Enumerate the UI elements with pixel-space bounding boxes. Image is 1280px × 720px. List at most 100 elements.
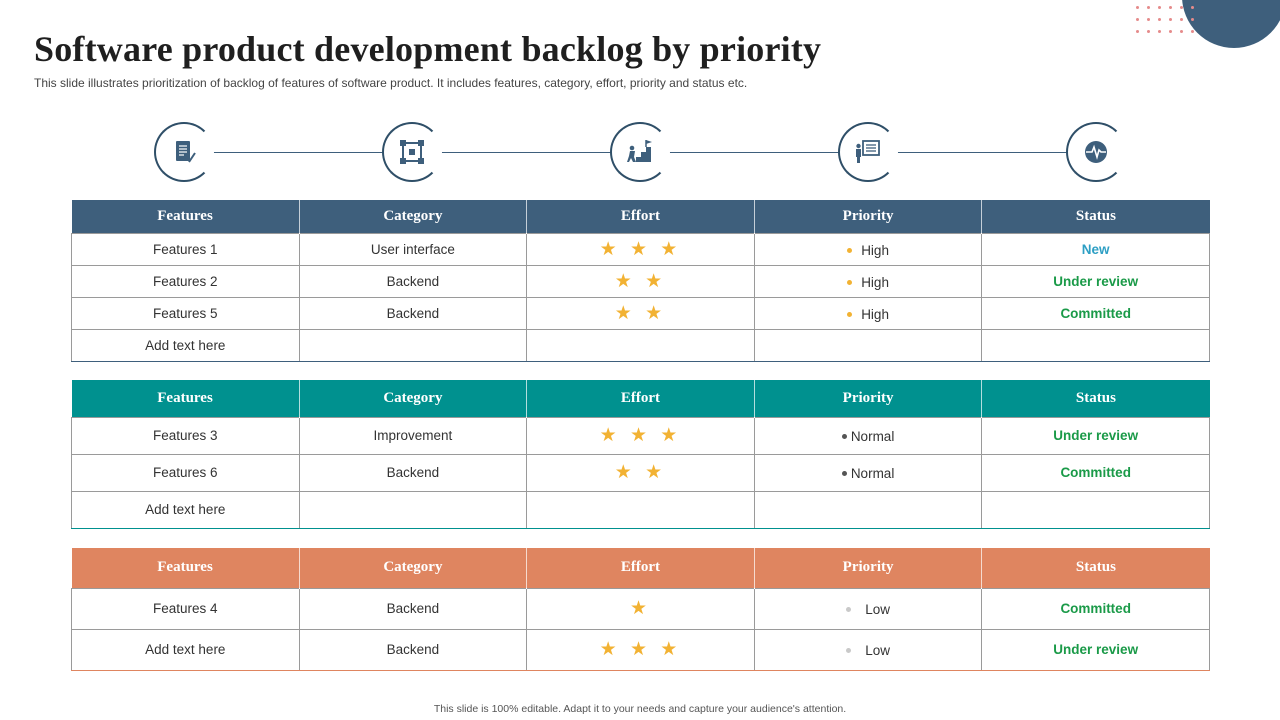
table-row: Features 6 Backend ★ ★ Normal Committed [71, 453, 1210, 492]
effort-cell: ★ ★ [526, 264, 755, 298]
status-badge: Under review [1053, 428, 1139, 443]
feature-cell: Features 6 [71, 453, 300, 492]
feature-cell: Features 2 [71, 264, 300, 298]
priority-cell: Low [753, 628, 983, 671]
slide-footer-note: This slide is 100% editable. Adapt it to… [433, 703, 847, 715]
effort-stars: ★ ★ [614, 270, 667, 292]
table-row: Features 4 Backend ★ Low Committed [71, 587, 1210, 630]
effort-cell: ★ ★ ★ [526, 628, 755, 671]
feature-cell: Features 3 [71, 416, 300, 455]
decorative-dot [1158, 18, 1161, 21]
backlog-table-low: Features Category Effort Priority Status… [71, 548, 1210, 671]
decorative-dot [1158, 30, 1161, 33]
status-cell: Under review [981, 416, 1210, 455]
status-badge: Committed [1060, 601, 1131, 616]
priority-label: High [861, 306, 889, 322]
header-status: Status [981, 200, 1210, 233]
table-header-row: Features Category Effort Priority Status [71, 380, 1210, 417]
feature-cell[interactable]: Add text here [71, 628, 300, 671]
priority-cell: High [753, 296, 983, 330]
header-category: Category [299, 548, 528, 588]
table-row: Features 1 User interface ★ ★ ★ High New [71, 232, 1210, 266]
category-cell [298, 490, 528, 529]
priority-cell [753, 328, 983, 362]
category-cell: Backend [298, 628, 528, 671]
status-badge: Committed [1060, 465, 1131, 480]
status-badge: Committed [1060, 305, 1131, 321]
decorative-dot [1147, 6, 1150, 9]
document-icon [154, 122, 214, 182]
header-category: Category [299, 380, 528, 417]
table-header-row: Features Category Effort Priority Status [71, 200, 1210, 233]
table-row: Features 3 Improvement ★ ★ ★ Normal Unde… [71, 416, 1210, 455]
category-cell [298, 328, 528, 362]
priority-bullet [841, 471, 847, 476]
table-row: Features 5 Backend ★ ★ High Committed [71, 296, 1210, 330]
table-row: Add text here [71, 328, 1210, 362]
priority-bullet [847, 311, 853, 317]
status-cell: Committed [981, 296, 1210, 330]
effort-cell: ★ ★ ★ [526, 232, 755, 266]
header-features: Features [71, 200, 300, 233]
table-row: Add text here Backend ★ ★ ★ Low Under re… [71, 628, 1210, 671]
effort-stars: ★ ★ ★ [599, 425, 682, 446]
priority-label: High [861, 274, 889, 290]
priority-bullet [846, 648, 852, 653]
status-cell: Committed [981, 587, 1210, 630]
header-features: Features [71, 380, 300, 417]
header-priority: Priority [754, 200, 983, 233]
priority-cell: High [753, 232, 983, 266]
header-status: Status [981, 548, 1210, 588]
stairs-goal-icon [610, 122, 670, 182]
effort-cell [526, 328, 755, 362]
feature-cell: Features 5 [71, 296, 300, 330]
decorative-dot [1191, 18, 1194, 21]
effort-stars: ★ [629, 598, 651, 619]
priority-cell: Normal [753, 453, 983, 492]
priority-cell: High [753, 264, 983, 298]
decorative-dot [1158, 6, 1161, 9]
backlog-table-normal: Features Category Effort Priority Status… [71, 380, 1210, 529]
category-cell: User interface [298, 232, 528, 266]
priority-cell [753, 490, 983, 529]
status-cell: Committed [981, 453, 1210, 492]
effort-cell: ★ ★ ★ [526, 416, 755, 455]
header-effort: Effort [526, 548, 755, 588]
category-cell: Backend [298, 453, 528, 492]
status-cell [981, 328, 1210, 362]
status-cell: Under review [981, 628, 1210, 671]
category-cell: Backend [298, 264, 528, 298]
effort-cell: ★ [526, 587, 755, 630]
header-effort: Effort [526, 200, 755, 233]
category-cell: Backend [298, 296, 528, 330]
feature-cell[interactable]: Add text here [71, 490, 300, 529]
status-badge: Under review [1053, 642, 1139, 657]
decorative-dot [1191, 6, 1194, 9]
decorative-dot [1169, 18, 1172, 21]
table-row: Features 2 Backend ★ ★ High Under review [71, 264, 1210, 298]
status-badge: Under review [1053, 273, 1139, 289]
priority-label: Low [865, 602, 890, 617]
table-row: Add text here [71, 490, 1210, 529]
decorative-dot [1136, 6, 1139, 9]
presentation-board-icon [838, 122, 898, 182]
header-status: Status [981, 380, 1210, 417]
feature-cell[interactable]: Add text here [71, 328, 300, 362]
priority-bullet [847, 247, 853, 253]
status-badge: New [1081, 241, 1110, 257]
effort-cell: ★ ★ [526, 296, 755, 330]
header-category: Category [299, 200, 528, 233]
table-header-row: Features Category Effort Priority Status [71, 548, 1210, 588]
status-cell: Under review [981, 264, 1210, 298]
priority-label: Normal [850, 429, 895, 444]
category-cell: Improvement [298, 416, 528, 455]
decorative-dot [1180, 6, 1183, 9]
priority-cell: Low [753, 587, 983, 630]
decorative-dot [1191, 30, 1194, 33]
priority-label: Low [865, 643, 890, 658]
header-priority: Priority [754, 548, 983, 588]
priority-label: Normal [850, 466, 895, 481]
effort-cell: ★ ★ [526, 453, 755, 492]
heartbeat-icon [1066, 122, 1126, 182]
header-effort: Effort [526, 380, 755, 417]
